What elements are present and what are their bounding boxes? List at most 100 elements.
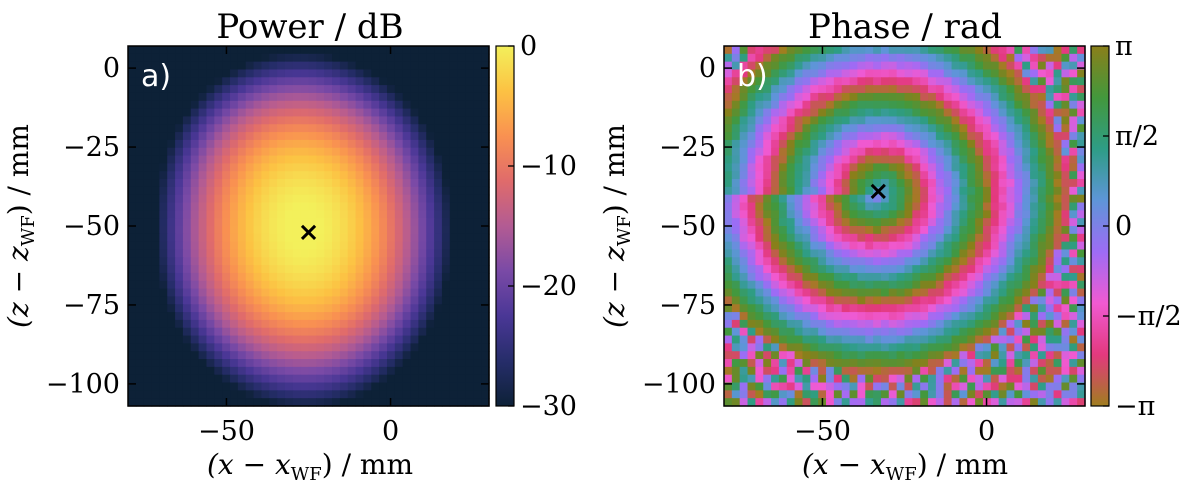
heatmap-cell	[324, 132, 333, 141]
heatmap-cell	[175, 296, 184, 305]
heatmap-cell	[332, 171, 341, 180]
heatmap-cell	[778, 77, 788, 86]
heatmap-cell	[135, 272, 145, 282]
heatmap-cell	[426, 179, 435, 188]
heatmap-cell	[394, 124, 404, 133]
heatmap-cell	[1030, 69, 1039, 78]
heatmap-cell	[214, 319, 223, 329]
heatmap-cell	[441, 343, 451, 352]
heatmap-cell	[339, 155, 349, 164]
heatmap-cell	[880, 61, 890, 71]
heatmap-cell	[418, 46, 427, 55]
heatmap-cell	[222, 257, 231, 266]
heatmap-cell	[292, 366, 302, 376]
heatmap-cell	[151, 194, 160, 204]
panel-b-x-axis-label: (x − xWF) / mm	[802, 448, 1008, 485]
heatmap-cell	[159, 359, 168, 368]
heatmap-cell	[277, 296, 286, 305]
heatmap-cell	[1006, 241, 1015, 251]
heatmap-cell	[339, 249, 349, 258]
heatmap-cell	[269, 202, 278, 211]
heatmap-cell	[355, 202, 365, 211]
heatmap-cell	[434, 124, 443, 133]
heatmap-cell	[998, 46, 1008, 55]
heatmap-cell	[873, 288, 882, 298]
heatmap-cell	[371, 179, 380, 188]
heatmap-cell	[959, 46, 968, 55]
heatmap-cell	[371, 61, 380, 71]
heatmap-cell	[826, 327, 835, 337]
heatmap-cell	[182, 343, 192, 352]
heatmap-cell	[324, 155, 333, 164]
heatmap-cell	[261, 351, 270, 360]
heatmap-cell	[434, 327, 443, 337]
heatmap-cell	[967, 398, 976, 407]
heatmap-cell	[332, 319, 341, 329]
heatmap-cell	[959, 390, 968, 399]
heatmap-cell	[402, 124, 412, 133]
heatmap-cell	[975, 366, 984, 376]
heatmap-cell	[771, 218, 780, 227]
heatmap-cell	[857, 155, 866, 164]
heatmap-cell	[724, 335, 733, 344]
heatmap-cell	[1069, 233, 1078, 243]
heatmap-cell	[457, 272, 467, 282]
heatmap-cell	[237, 272, 247, 282]
heatmap-cell	[982, 171, 992, 180]
heatmap-cell	[802, 100, 811, 110]
heatmap-cell	[873, 249, 882, 258]
heatmap-cell	[473, 374, 482, 384]
heatmap-cell	[339, 233, 349, 243]
heatmap-cell	[426, 327, 435, 337]
heatmap-cell	[873, 92, 882, 102]
heatmap-cell	[896, 77, 906, 86]
heatmap-cell	[1006, 390, 1015, 399]
heatmap-cell	[214, 171, 223, 180]
heatmap-cell	[888, 233, 898, 243]
heatmap-cell	[434, 265, 443, 274]
heatmap-cell	[794, 202, 804, 211]
heatmap-cell	[818, 374, 827, 384]
heatmap-cell	[849, 374, 859, 384]
heatmap-cell	[426, 312, 435, 321]
heatmap-cell	[410, 61, 419, 71]
heatmap-cell	[253, 374, 263, 384]
heatmap-cell	[269, 218, 278, 227]
heatmap-cell	[896, 218, 906, 227]
heatmap-cell	[284, 179, 294, 188]
heatmap-cell	[849, 53, 859, 63]
heatmap-cell	[959, 210, 968, 219]
heatmap-cell	[347, 241, 357, 251]
heatmap-cell	[771, 359, 780, 368]
heatmap-cell	[912, 186, 921, 196]
heatmap-cell	[998, 359, 1008, 368]
heatmap-cell	[386, 163, 396, 172]
heatmap-cell	[912, 46, 921, 55]
heatmap-cell	[394, 116, 404, 125]
heatmap-cell	[379, 61, 388, 71]
heatmap-cell	[457, 163, 467, 172]
heatmap-cell	[198, 85, 208, 94]
heatmap-cell	[1006, 304, 1015, 313]
heatmap-cell	[363, 186, 372, 196]
heatmap-cell	[434, 312, 443, 321]
heatmap-cell	[810, 210, 819, 219]
heatmap-cell	[277, 265, 286, 274]
heatmap-cell	[920, 288, 929, 298]
heatmap-cell	[959, 108, 968, 118]
heatmap-cell	[975, 132, 984, 141]
heatmap-cell	[128, 280, 137, 290]
heatmap-cell	[214, 92, 223, 102]
heatmap-cell	[794, 304, 804, 313]
heatmap-cell	[159, 85, 168, 94]
heatmap-cell	[175, 249, 184, 258]
heatmap-cell	[771, 335, 780, 344]
heatmap-cell	[1037, 179, 1047, 188]
heatmap-cell	[277, 108, 286, 118]
heatmap-cell	[731, 374, 741, 384]
heatmap-cell	[951, 218, 961, 227]
heatmap-cell	[1014, 351, 1023, 360]
heatmap-cell	[1022, 77, 1031, 86]
heatmap-cell	[880, 92, 890, 102]
heatmap-cell	[928, 61, 937, 71]
